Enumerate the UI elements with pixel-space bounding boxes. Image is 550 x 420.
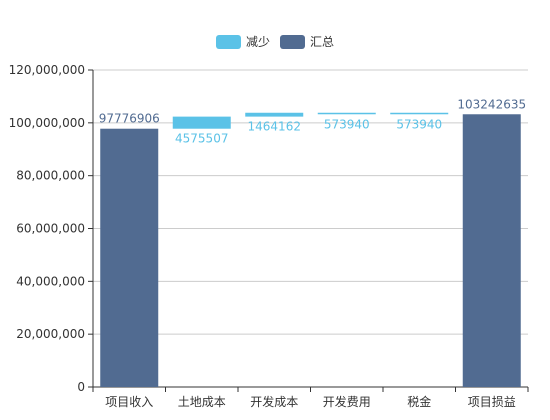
bars bbox=[100, 112, 521, 388]
y-axis: 0 20,000,000 40,000,000 60,000,000 80,000,00… bbox=[9, 63, 94, 394]
legend-label-decrease[interactable]: 减少 bbox=[246, 35, 270, 49]
legend-swatch-total[interactable] bbox=[280, 35, 305, 49]
data-labels: 97776906 4575507 1464162 573940 573940 103242… bbox=[99, 97, 526, 145]
bar-decrease[interactable] bbox=[317, 112, 376, 115]
legend-label-total[interactable]: 汇总 bbox=[310, 35, 334, 49]
bar-decrease[interactable] bbox=[390, 112, 449, 115]
y-tick-label: 120,000,000 bbox=[9, 63, 85, 77]
y-tick-label: 20,000,000 bbox=[16, 327, 85, 341]
data-label-total: 97776906 bbox=[99, 112, 160, 126]
x-tick-label: 土地成本 bbox=[178, 395, 226, 409]
data-label-total: 103242635 bbox=[457, 97, 526, 111]
bar-decrease[interactable] bbox=[172, 116, 231, 129]
grid-lines bbox=[93, 69, 528, 335]
data-label-decrease: 1464162 bbox=[248, 120, 301, 134]
y-tick-label: 40,000,000 bbox=[16, 274, 85, 288]
legend-swatch-decrease[interactable] bbox=[216, 35, 241, 49]
data-label-decrease: 573940 bbox=[324, 117, 370, 131]
y-tick-label: 0 bbox=[77, 380, 85, 394]
y-tick-label: 80,000,000 bbox=[16, 169, 85, 183]
y-tick-label: 100,000,000 bbox=[9, 116, 85, 130]
x-axis: 项目收入 土地成本 开发成本 开发费用 税金 项目损益 bbox=[92, 386, 529, 409]
x-tick-label: 项目损益 bbox=[468, 395, 516, 409]
legend: 减少 汇总 bbox=[216, 35, 334, 49]
y-tick-label: 60,000,000 bbox=[16, 222, 85, 236]
x-tick-label: 项目收入 bbox=[105, 395, 153, 409]
x-tick-label: 开发成本 bbox=[250, 394, 298, 409]
data-label-decrease: 4575507 bbox=[175, 132, 228, 146]
data-label-decrease: 573940 bbox=[396, 117, 442, 131]
bar-total[interactable] bbox=[100, 128, 159, 388]
bar-total[interactable] bbox=[462, 114, 521, 388]
x-tick-label: 开发费用 bbox=[323, 394, 371, 409]
x-tick-label: 税金 bbox=[407, 394, 431, 409]
bar-decrease[interactable] bbox=[245, 112, 304, 117]
